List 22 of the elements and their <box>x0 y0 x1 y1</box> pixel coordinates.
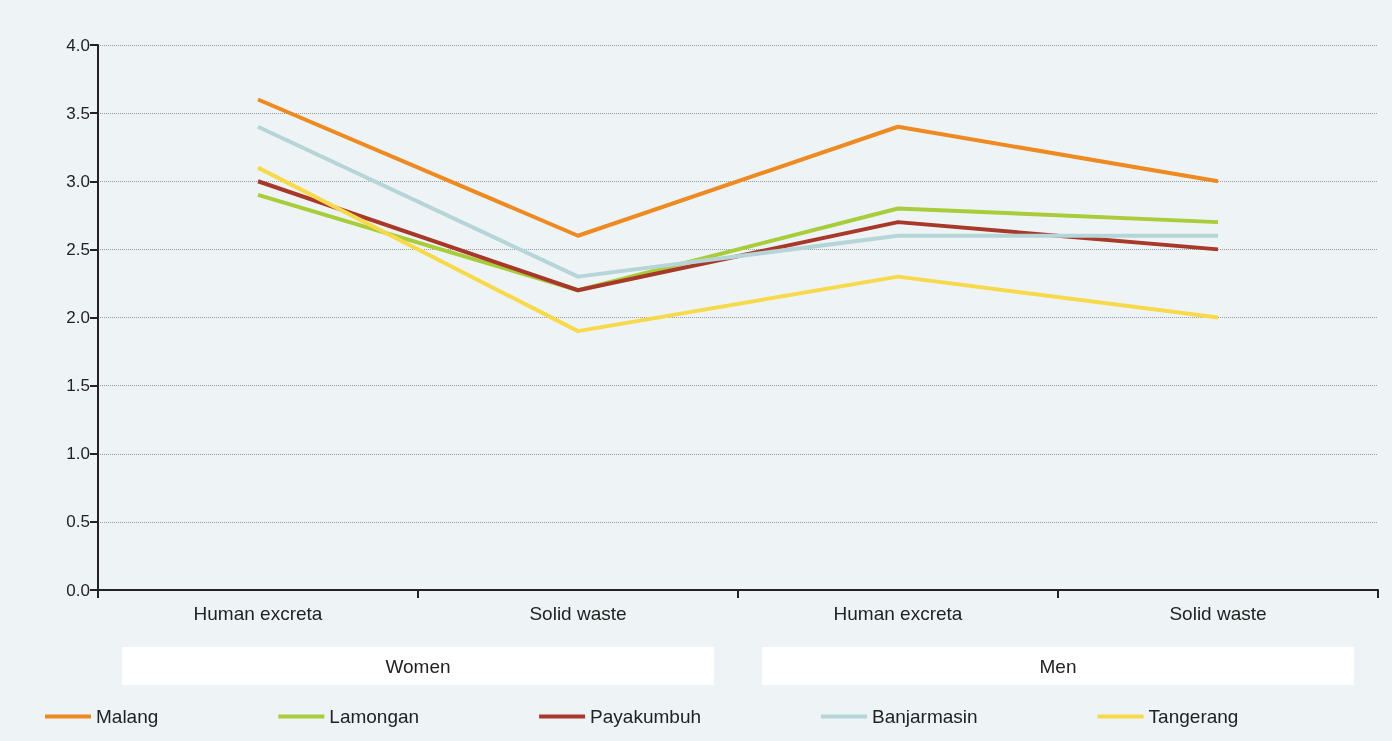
line-series <box>256 97 1220 238</box>
line-series <box>256 165 1220 334</box>
legend-label: Malang <box>96 706 159 727</box>
legend-label: Tangerang <box>1148 706 1239 727</box>
y-tick-label: 0.0 <box>66 580 90 600</box>
y-tick-label: 4.0 <box>66 35 90 55</box>
legend-label: Payakumbuh <box>590 706 702 727</box>
text: Men <box>1039 655 1077 677</box>
legend-label: Lamongan <box>329 706 420 727</box>
y-tick-label: 0.5 <box>66 512 90 532</box>
y-tick-label: 1.0 <box>66 444 90 464</box>
x-tick-label: Solid waste <box>529 603 627 624</box>
text: Women <box>385 655 451 677</box>
y-tick-label: 3.0 <box>66 171 90 191</box>
y-tick-label: 1.5 <box>66 376 90 396</box>
x-tick-label: Human excreta <box>833 603 963 624</box>
x-tick-label: Human excreta <box>193 603 323 624</box>
y-tick-label: 2.5 <box>66 239 90 259</box>
y-tick-label: 3.5 <box>66 103 90 123</box>
y-tick-label: 2.0 <box>66 308 90 327</box>
x-tick-label: Solid waste <box>1169 603 1267 624</box>
legend-label: Banjarmasin <box>872 706 978 727</box>
